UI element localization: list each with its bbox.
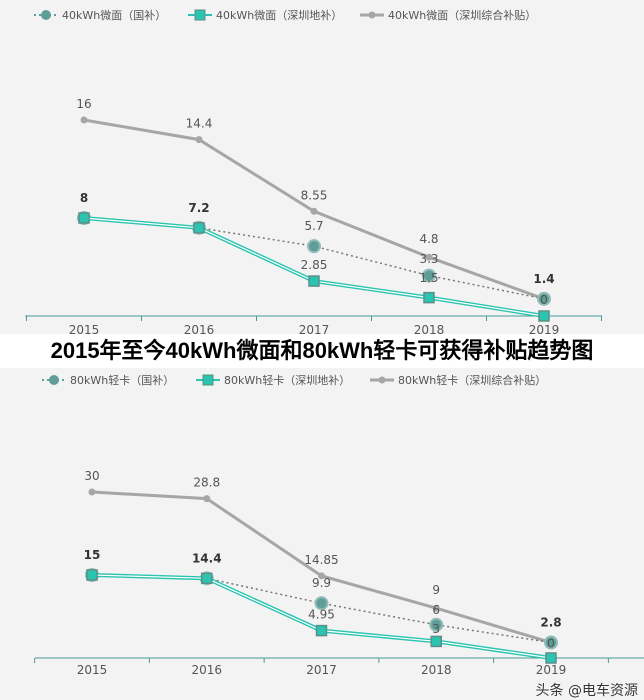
data-point: [545, 652, 557, 664]
data-label: 4.95: [308, 608, 335, 622]
data-point: [78, 212, 90, 224]
data-point: [423, 291, 435, 304]
data-label: 4.8: [419, 232, 438, 246]
legend-label: 40kWh微面（深圳地补）: [216, 8, 342, 22]
x-tick-label: 2018: [421, 663, 452, 677]
x-tick-label: 2016: [184, 323, 215, 334]
data-point: [318, 572, 325, 580]
data-point: [430, 635, 442, 648]
legend-marker: [202, 374, 214, 386]
data-point: [314, 596, 329, 611]
data-point: [203, 495, 211, 503]
data-label: 14.4: [186, 117, 213, 131]
chart-40kwh: 2015 2016 2017 2018 2019 40kWh微面（国补） 40kWh微面（深…: [25, 8, 602, 334]
legend-label: 40kWh微面（深圳综合补贴）: [388, 8, 536, 22]
data-label: 2.8: [540, 616, 561, 630]
chart-title: 2015年至今40kWh微面和80kWh轻卡可获得补贴趋势图: [0, 334, 644, 368]
data-point: [80, 116, 88, 124]
data-label: 14.85: [304, 553, 338, 567]
data-label: 8: [80, 191, 88, 205]
data-label: 9: [432, 583, 440, 597]
data-point: [432, 604, 440, 612]
data-label: 16: [76, 97, 91, 111]
legend-marker: [194, 9, 206, 21]
legend-marker: [41, 10, 51, 20]
data-label: 0: [547, 637, 555, 651]
data-label: 5.7: [304, 219, 323, 233]
watermark: 头条 @电车资源: [535, 683, 638, 699]
data-point: [429, 617, 444, 632]
data-point: [88, 488, 96, 496]
data-point: [201, 572, 213, 585]
data-point: [544, 635, 558, 650]
data-point: [308, 275, 320, 287]
data-point: [538, 310, 550, 322]
legend-label: 80kWh轻卡（深圳地补）: [224, 373, 350, 387]
x-tick-label: 2017: [299, 323, 330, 334]
data-label: 1.4: [533, 272, 554, 286]
x-tick-label: 2015: [69, 323, 100, 334]
data-label: 9.9: [312, 576, 331, 590]
data-point: [193, 222, 205, 234]
data-point: [537, 291, 551, 306]
data-point: [310, 207, 318, 215]
x-tick-label: 2019: [529, 323, 560, 334]
data-point: [195, 136, 203, 144]
data-point: [86, 569, 98, 581]
legend-marker: [49, 375, 59, 385]
data-point: [307, 239, 321, 254]
x-tick-label: 2019: [536, 663, 567, 677]
data-point: [315, 624, 328, 637]
legend-label: 80kWh轻卡（国补）: [70, 373, 174, 387]
data-label: 30: [84, 469, 99, 483]
data-label: 8.55: [301, 188, 328, 202]
x-tick-label: 2015: [77, 663, 108, 677]
data-label: 6: [432, 603, 440, 617]
data-label: 7.2: [188, 201, 209, 215]
legend-marker: [378, 376, 386, 384]
x-tick-label: 2017: [306, 663, 337, 677]
data-label: 14.4: [192, 551, 222, 565]
legend-label: 40kWh微面（国补）: [62, 8, 166, 22]
data-label: 3.3: [419, 252, 438, 266]
data-label: 0: [540, 293, 548, 307]
legend-marker: [368, 11, 376, 19]
data-point: [425, 253, 433, 261]
x-tick-label: 2016: [191, 663, 222, 677]
data-label: 28.8: [193, 476, 220, 490]
data-label: 15: [84, 548, 101, 562]
x-tick-label: 2018: [414, 323, 445, 334]
data-point: [422, 268, 436, 283]
data-label: 1.5: [419, 271, 438, 285]
data-label: 2.85: [301, 258, 328, 272]
data-label: 3: [432, 622, 440, 636]
chart-80kwh: 2015 2016 2017 2018 2019 80kWh轻卡（国补） 80kWh轻卡（深…: [34, 373, 644, 677]
legend-label: 80kWh轻卡（深圳综合补贴）: [398, 373, 546, 387]
